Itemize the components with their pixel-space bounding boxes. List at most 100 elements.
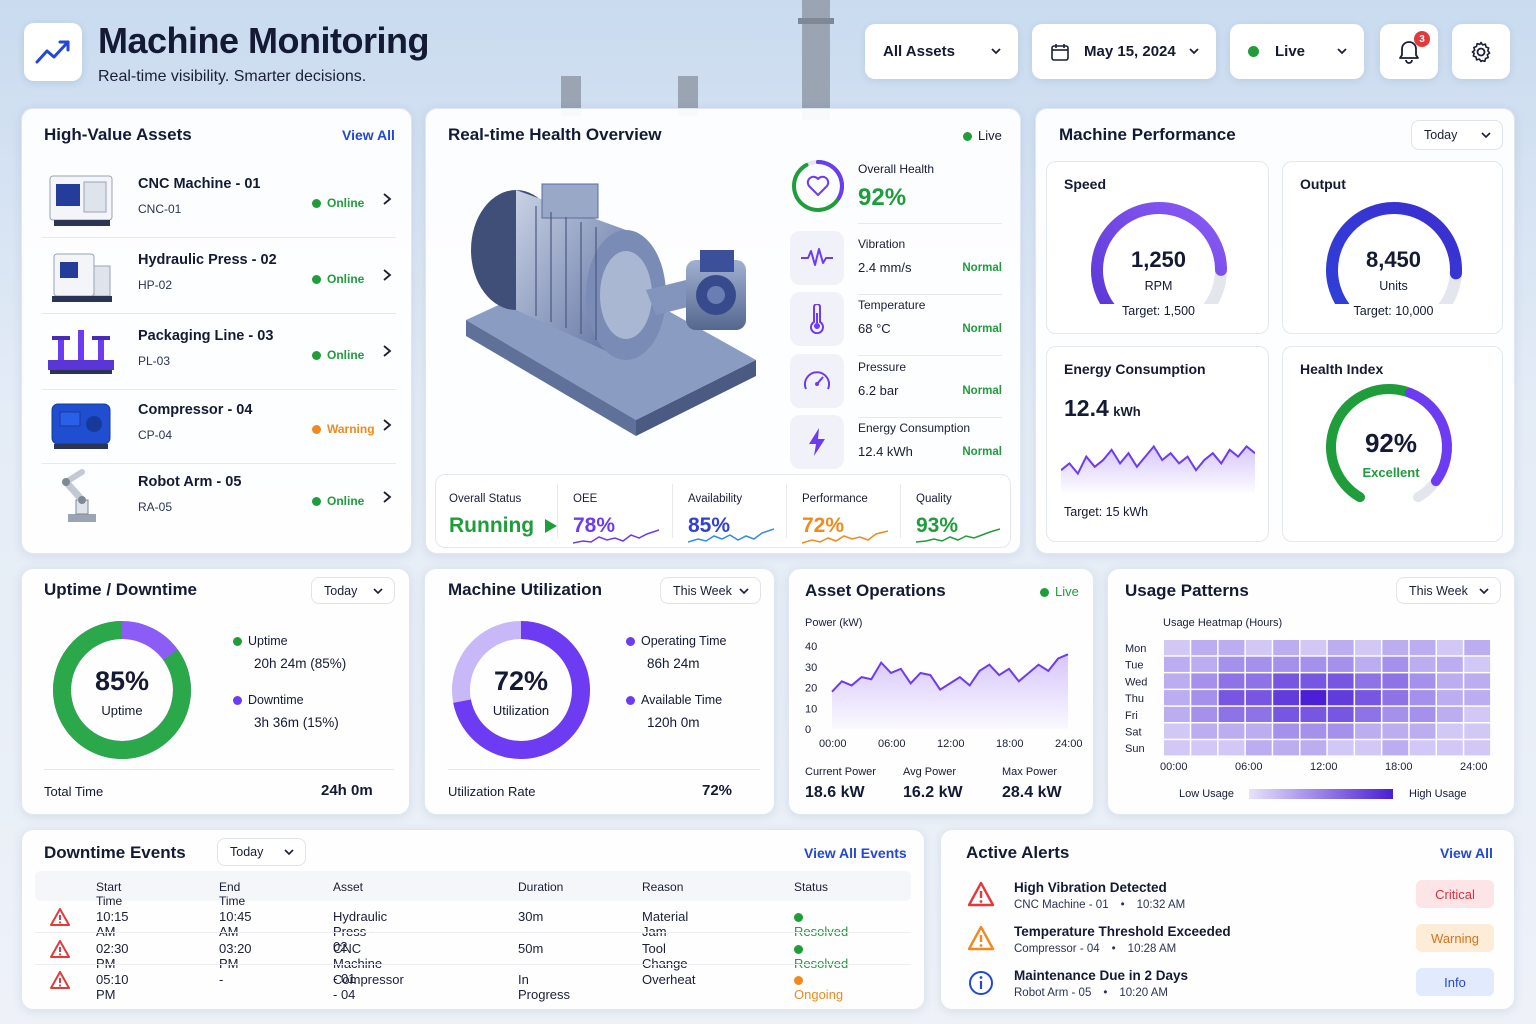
asset-row-hydraulic-press[interactable]: Hydraulic Press - 02 HP-02 Online <box>36 240 396 314</box>
heatmap-cell <box>1191 673 1218 689</box>
divider <box>672 484 673 538</box>
chevron-right-icon <box>383 419 392 431</box>
heatmap-cell <box>1437 723 1463 739</box>
compressor-image <box>51 403 111 449</box>
energy-value-row: 12.4 kWh <box>1064 395 1141 422</box>
asset-row-compressor[interactable]: Compressor - 04 CP-04 Warning <box>36 390 396 464</box>
total-time-value: 24h 0m <box>321 782 373 799</box>
total-time-label: Total Time <box>44 784 104 799</box>
heatmap-cell <box>1164 673 1190 689</box>
page-subtitle: Real-time visibility. Smarter decisions. <box>98 68 367 85</box>
usage-period-dropdown[interactable]: This Week <box>1396 577 1501 604</box>
asset-code: HP-02 <box>138 278 173 292</box>
thermometer-icon <box>790 292 844 346</box>
notifications-button[interactable]: 3 <box>1380 24 1438 79</box>
high-usage-label: High Usage <box>1409 788 1467 800</box>
table-cell: Overheat <box>642 972 696 987</box>
alert-item[interactable]: High Vibration Detected CNC Machine - 01 •… <box>966 880 1494 920</box>
available-value: 120h 0m <box>647 715 700 730</box>
usage-patterns-title: Usage Patterns <box>1125 581 1249 600</box>
usage-gradient-bar <box>1249 789 1393 799</box>
metric-temperature[interactable]: Temperature 68 °C Normal <box>790 292 1002 356</box>
utilization-rate-value: 72% <box>702 782 733 799</box>
heatmap-cell <box>1218 656 1245 672</box>
divider <box>42 389 396 390</box>
asset-filter-dropdown[interactable]: All Assets <box>865 24 1018 79</box>
usage-heatmap: Usage Heatmap (Hours) Mon Tue Wed Thu Fri Sat S… <box>1125 617 1491 773</box>
heatmap-cell <box>1245 690 1272 706</box>
downtime-period-dropdown[interactable]: Today <box>217 838 306 866</box>
heatmap-cell <box>1164 656 1190 672</box>
divider <box>900 484 901 538</box>
asset-row-cnc[interactable]: CNC Machine - 01 CNC-01 Online <box>36 164 396 238</box>
heatmap-cell <box>1382 673 1409 689</box>
settings-button[interactable] <box>1452 24 1510 79</box>
heatmap-cell <box>1355 656 1381 672</box>
asset-code: CP-04 <box>138 428 173 442</box>
status-label: Online <box>327 272 365 286</box>
heatmap-cell <box>1245 673 1272 689</box>
metric-value: 6.2 bar <box>858 383 899 398</box>
high-value-assets-title: High-Value Assets <box>44 125 192 144</box>
asset-name: Robot Arm - 05 <box>138 474 242 490</box>
heatmap-cell <box>1409 706 1436 722</box>
date-picker[interactable]: May 15, 2024 <box>1032 24 1216 79</box>
active-alerts-title: Active Alerts <box>966 843 1070 862</box>
uptime-value: 20h 24m (85%) <box>254 656 347 671</box>
chevron-down-icon <box>739 587 749 594</box>
table-cell: 10:45 AM <box>219 909 252 939</box>
alert-item[interactable]: Temperature Threshold Exceeded Compressor… <box>966 924 1494 964</box>
play-icon <box>545 519 558 533</box>
performance-period-dropdown[interactable]: Today <box>1411 120 1503 150</box>
alert-title: Maintenance Due in 2 Days <box>1014 968 1189 983</box>
performance-sparkline <box>802 530 888 544</box>
asset-name: Packaging Line - 03 <box>138 328 274 344</box>
live-mode-dropdown[interactable]: Live <box>1230 24 1364 79</box>
waveform-icon <box>790 231 844 285</box>
heatmap-cell <box>1409 656 1436 672</box>
heatmap-cell <box>1437 656 1463 672</box>
row-label: Fri <box>1125 710 1138 722</box>
heart-icon <box>806 175 830 196</box>
status-badge: Online <box>312 494 364 508</box>
metric-vibration[interactable]: Vibration 2.4 mm/s Normal <box>790 231 1002 295</box>
metric-energy[interactable]: Energy Consumption 12.4 kWh Normal <box>790 415 1002 477</box>
view-all-events-link[interactable]: View All Events <box>804 845 907 861</box>
metric-pressure[interactable]: Pressure 6.2 bar Normal <box>790 354 1002 418</box>
severity-badge: Warning <box>1416 924 1494 952</box>
heatmap-cell <box>1409 690 1436 706</box>
legend-dot <box>233 637 242 647</box>
column-header: Start Time <box>96 880 123 908</box>
heatmap-cell <box>1245 706 1272 722</box>
metric-value: 68 °C <box>858 321 891 336</box>
alert-item[interactable]: Maintenance Due in 2 Days Robot Arm - 05 •… <box>966 968 1494 1008</box>
live-dot <box>1248 46 1259 57</box>
status-label: Online <box>327 196 365 210</box>
y-tick-label: 20 <box>805 683 817 695</box>
separator-dot: • <box>1120 899 1125 911</box>
view-all-alerts-link[interactable]: View All <box>1440 845 1493 861</box>
period-label: This Week <box>673 583 732 598</box>
asset-row-packaging-line[interactable]: Packaging Line - 03 PL-03 Online <box>36 316 396 390</box>
legend-text: Uptime <box>248 634 288 648</box>
speed-gauge <box>1091 202 1227 304</box>
kpi-label: Quality <box>916 493 952 505</box>
table-cell: - <box>219 972 224 987</box>
heatmap-cell <box>1464 640 1491 656</box>
asset-row-robot-arm[interactable]: Robot Arm - 05 RA-05 Online <box>36 462 396 534</box>
view-all-assets-link[interactable]: View All <box>342 127 395 143</box>
heatmap-cell <box>1382 690 1409 706</box>
uptime-period-dropdown[interactable]: Today <box>311 577 395 604</box>
y-axis-title: Power (kW) <box>805 617 862 629</box>
kpi-performance: Performance 72% <box>802 493 868 553</box>
row-divider <box>35 932 911 933</box>
metric-label: Vibration <box>858 237 906 251</box>
utilization-period-dropdown[interactable]: This Week <box>660 577 761 604</box>
heatmap-cell <box>1273 673 1299 689</box>
heatmap-cell <box>1409 740 1436 756</box>
heatmap-cell <box>1382 723 1409 739</box>
heatmap-cell <box>1382 656 1409 672</box>
heatmap-cell <box>1382 640 1409 656</box>
oee-sparkline <box>573 529 659 544</box>
divider <box>44 769 394 770</box>
